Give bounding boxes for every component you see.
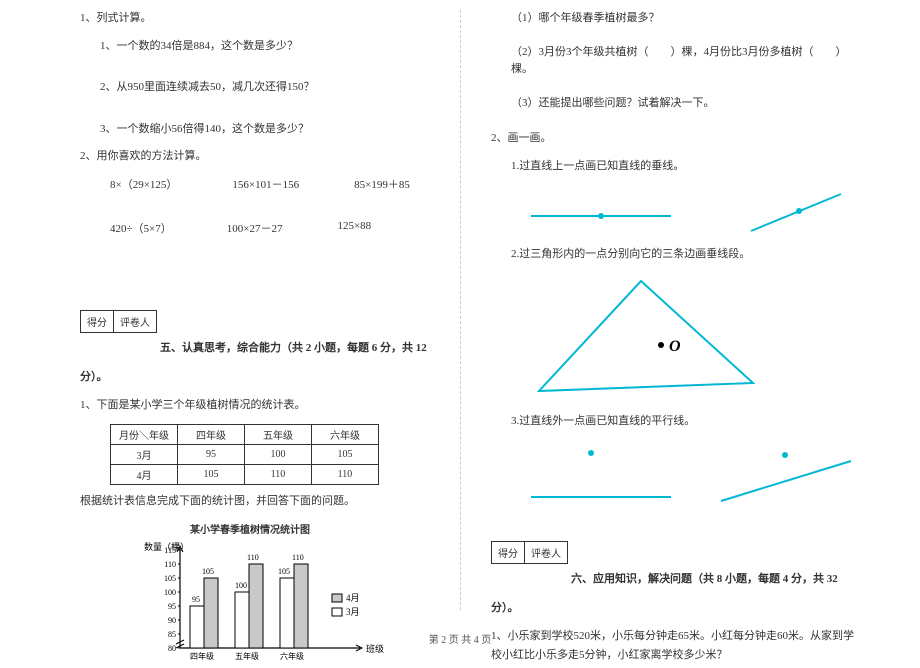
table-head: 月份＼年级 [111,425,178,445]
svg-text:110: 110 [292,553,304,562]
expr: 8×（29×125） [110,176,177,192]
q1-item: 1、一个数的34倍是884，这个数是多少？ [80,38,430,56]
svg-text:90: 90 [168,616,176,625]
sub-q: （2）3月份3个年级共植树（ ）棵，4月份比3月份多植树（ ）棵。 [491,44,860,79]
reviewer-label: 评卷人 [114,310,157,333]
expr: 85×199＋85 [354,176,410,192]
svg-text:110: 110 [247,553,259,562]
q1-item: 3、一个数缩小56倍得140，这个数是多少？ [80,121,430,139]
page-footer: 第 2 页 共 4 页 [0,631,920,646]
stat-intro: 1、下面是某小学三个年级植树情况的统计表。 [80,397,430,415]
svg-text:95: 95 [168,602,176,611]
reviewer-label: 评卷人 [525,541,568,564]
section6-title-cont: 分）。 [491,600,860,618]
x-cat: 五年级 [235,651,259,661]
svg-text:100: 100 [164,588,176,597]
svg-text:105: 105 [278,567,290,576]
score-box: 得分 评卷人 [80,310,157,333]
svg-text:105: 105 [164,574,176,583]
legend-item: 4月 [346,593,360,603]
geo-parallel [521,441,860,511]
section5-title: 五、认真思考，综合能力（共 2 小题，每题 6 分，共 12 [160,339,430,355]
expr: 156×101－156 [232,176,299,192]
section5-title-cont: 分）。 [80,369,430,387]
point-label: O [669,338,681,355]
table-cell: 105 [178,465,245,485]
geo-triangle: O [521,273,860,403]
table-head: 五年级 [245,425,312,445]
section6-title: 六、应用知识，解决问题（共 8 小题，每题 4 分，共 32 [571,570,860,586]
expr-row: 8×（29×125） 156×101－156 85×199＋85 [80,176,430,192]
section5-header: 得分 评卷人 [80,290,430,339]
expr: 100×27－27 [227,220,283,236]
svg-text:105: 105 [202,567,214,576]
geo-perpendicular [521,186,860,236]
sub-q: （1）哪个年级春季植树最多？ [491,10,860,28]
svg-text:100: 100 [235,581,247,590]
expr: 125×88 [337,220,371,236]
section6-header: 得分 评卷人 [491,521,860,570]
svg-text:110: 110 [164,560,176,569]
page-container: 1、列式计算。 1、一个数的34倍是884，这个数是多少？ 2、从950里面连续… [0,0,920,620]
left-column: 1、列式计算。 1、一个数的34倍是884，这个数是多少？ 2、从950里面连续… [0,10,460,610]
draw-title: 2、画一画。 [491,130,860,148]
table-cell: 100 [245,445,312,465]
table-cell: 3月 [111,445,178,465]
x-cat: 四年级 [190,651,214,661]
table-row: 月份＼年级 四年级 五年级 六年级 [111,425,379,445]
chart-title: 某小学春季植树情况统计图 [140,521,360,536]
q2-title: 2、用你喜欢的方法计算。 [80,148,430,166]
svg-text:115: 115 [164,546,176,555]
table-cell: 110 [312,465,379,485]
expr-row: 420÷（5×7） 100×27－27 125×88 [80,220,430,236]
score-label: 得分 [80,310,114,333]
right-column: （1）哪个年级春季植树最多？ （2）3月份3个年级共植树（ ）棵，4月份比3月份… [460,10,920,610]
table-row: 4月 105 110 110 [111,465,379,485]
x-cat: 六年级 [280,651,304,661]
table-cell: 110 [245,465,312,485]
score-box: 得分 评卷人 [491,541,568,564]
table-head: 四年级 [178,425,245,445]
bar-chart-svg: 数量（棵） 班级 80 85 90 95 100 105 110 115 [140,538,400,668]
expr: 420÷（5×7） [110,220,172,236]
svg-text:95: 95 [192,595,200,604]
draw-item: 2.过三角形内的一点分别向它的三条边画垂线段。 [491,246,860,264]
table-cell: 4月 [111,465,178,485]
draw-item: 1.过直线上一点画已知直线的垂线。 [491,158,860,176]
table-row: 3月 95 100 105 [111,445,379,465]
q1-title: 1、列式计算。 [80,10,430,28]
table-head: 六年级 [312,425,379,445]
draw-item: 3.过直线外一点画已知直线的平行线。 [491,413,860,431]
score-label: 得分 [491,541,525,564]
legend-item: 3月 [346,607,360,617]
stat-table: 月份＼年级 四年级 五年级 六年级 3月 95 100 105 4月 105 1… [110,424,379,485]
sub-q: （3）还能提出哪些问题？试着解决一下。 [491,95,860,113]
table-cell: 95 [178,445,245,465]
q1-item: 2、从950里面连续减去50，减几次还得150？ [80,79,430,97]
stat-note: 根据统计表信息完成下面的统计图，并回答下面的问题。 [80,493,430,511]
table-cell: 105 [312,445,379,465]
